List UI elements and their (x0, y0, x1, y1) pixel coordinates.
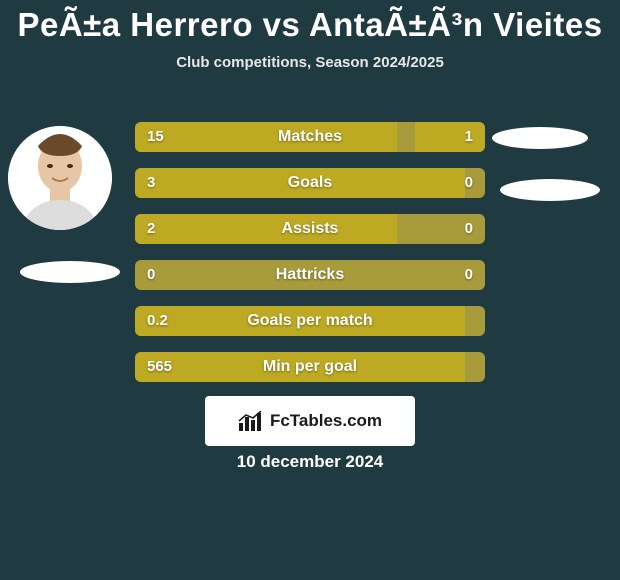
player-left-avatar (8, 126, 112, 230)
stat-label: Goals (135, 168, 485, 198)
comparison-infographic: PeÃ±a Herrero vs AntaÃ±Ã³n Vieites Club … (0, 0, 620, 580)
stat-label: Hattricks (135, 260, 485, 290)
page-title: PeÃ±a Herrero vs AntaÃ±Ã³n Vieites (0, 0, 620, 44)
stat-row: 0.2Goals per match (135, 306, 485, 336)
stat-row: 565Min per goal (135, 352, 485, 382)
stat-label: Assists (135, 214, 485, 244)
stat-row: 00Hattricks (135, 260, 485, 290)
subtitle: Club competitions, Season 2024/2025 (0, 54, 620, 71)
stat-label: Matches (135, 122, 485, 152)
stat-row: 30Goals (135, 168, 485, 198)
stats-panel: 151Matches 30Goals 20Assists 00Hattricks 0.2… (135, 122, 485, 398)
stat-label: Goals per match (135, 306, 485, 336)
stat-row: 151Matches (135, 122, 485, 152)
stat-label: Min per goal (135, 352, 485, 382)
chart-bars-icon (238, 411, 264, 431)
brand-badge: FcTables.com (205, 396, 415, 446)
brand-text: FcTables.com (270, 411, 382, 431)
date-label: 10 december 2024 (0, 452, 620, 472)
player-left-club-badge (20, 261, 120, 283)
player-right-avatar (492, 127, 588, 149)
player-right-club-badge (500, 179, 600, 201)
stat-row: 20Assists (135, 214, 485, 244)
